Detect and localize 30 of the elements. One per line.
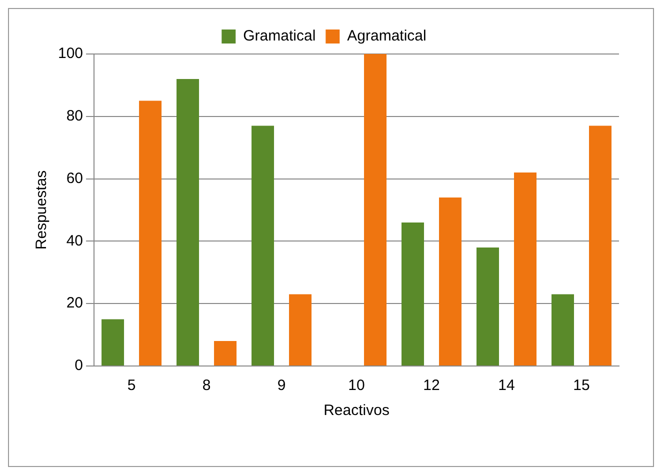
x-tick-label: 9 [277,377,286,394]
bar [552,294,574,366]
y-tick-label: 60 [66,170,84,187]
bar [439,198,462,366]
x-tick-label: 5 [127,377,136,394]
bar [402,222,424,366]
bar [289,294,312,366]
y-tick-label: 40 [66,232,84,250]
bar [589,126,612,366]
x-tick-label: 8 [202,377,211,394]
x-axis-title: Reactivos [324,402,390,420]
bar [139,100,162,366]
y-tick-label: 0 [74,357,84,374]
x-tick-label: 14 [498,377,515,394]
x-tick-label: 10 [348,377,365,394]
bar [514,172,537,366]
x-tick-label: 12 [423,377,440,394]
bar [252,126,274,366]
x-tick-label: 15 [573,377,590,394]
legend-label: Agramatical [347,28,426,45]
y-tick-label: 80 [66,108,84,125]
bar [102,319,124,366]
y-tick-label: 20 [66,294,84,312]
bar [176,78,200,366]
bar [364,54,387,366]
legend-label: Gramatical [243,28,316,45]
bar [476,247,500,366]
y-axis-title: Respuestas [33,170,50,250]
bar [214,341,237,366]
y-tick-label: 100 [58,45,84,62]
